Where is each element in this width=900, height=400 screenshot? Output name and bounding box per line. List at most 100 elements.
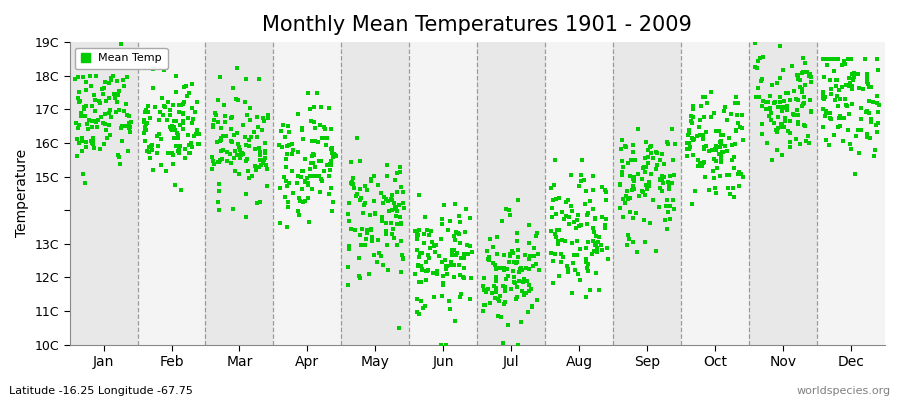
- Point: [727, 194, 742, 200]
- Point: [556, 254, 571, 260]
- Point: [693, 132, 707, 138]
- Point: [823, 77, 837, 83]
- Point: [595, 247, 609, 254]
- Point: [71, 99, 86, 106]
- Point: [583, 198, 598, 204]
- Point: [394, 220, 409, 226]
- Point: [504, 285, 518, 292]
- Point: [546, 197, 561, 203]
- Point: [291, 208, 305, 214]
- Point: [778, 90, 793, 96]
- Point: [222, 151, 237, 157]
- Point: [730, 100, 744, 106]
- Point: [510, 247, 525, 254]
- Point: [491, 313, 506, 320]
- Point: [447, 236, 462, 243]
- Point: [427, 243, 441, 250]
- Point: [286, 147, 301, 153]
- Point: [209, 112, 223, 118]
- Point: [767, 99, 781, 106]
- Point: [850, 133, 864, 139]
- Point: [178, 155, 193, 161]
- Point: [655, 173, 670, 179]
- Point: [159, 117, 174, 124]
- Point: [751, 58, 765, 64]
- Point: [324, 126, 338, 132]
- Point: [734, 171, 748, 177]
- Point: [220, 148, 234, 155]
- Point: [623, 172, 637, 179]
- Point: [138, 126, 152, 132]
- Point: [120, 112, 134, 118]
- Point: [256, 160, 270, 166]
- Point: [547, 156, 562, 163]
- Point: [383, 220, 398, 226]
- Point: [696, 94, 710, 100]
- Point: [615, 172, 629, 178]
- Point: [557, 216, 572, 222]
- Point: [803, 97, 817, 104]
- Point: [89, 119, 104, 125]
- Point: [731, 171, 745, 177]
- Point: [276, 174, 291, 180]
- Point: [415, 266, 429, 272]
- Point: [574, 178, 589, 184]
- Point: [824, 56, 839, 62]
- Point: [184, 144, 199, 150]
- Point: [530, 297, 544, 304]
- Point: [736, 137, 751, 143]
- Point: [435, 258, 449, 265]
- Point: [240, 156, 255, 162]
- Point: [176, 120, 190, 126]
- Point: [192, 130, 206, 137]
- Point: [713, 144, 727, 150]
- Point: [435, 293, 449, 299]
- Point: [552, 273, 566, 280]
- Point: [274, 144, 289, 150]
- Point: [206, 124, 220, 130]
- Point: [252, 145, 266, 151]
- Point: [521, 288, 535, 294]
- Point: [616, 196, 630, 202]
- Bar: [205, 42, 274, 344]
- Point: [140, 148, 154, 154]
- Point: [662, 182, 676, 188]
- Point: [480, 248, 494, 254]
- Point: [206, 117, 220, 123]
- Point: [555, 236, 570, 243]
- Point: [796, 122, 811, 128]
- Point: [795, 103, 809, 110]
- Point: [124, 119, 139, 125]
- Point: [169, 89, 184, 95]
- Point: [701, 187, 716, 194]
- Point: [464, 242, 478, 249]
- Point: [232, 170, 247, 177]
- Point: [151, 142, 166, 149]
- Point: [453, 294, 467, 300]
- Point: [79, 144, 94, 150]
- Point: [791, 72, 806, 78]
- Point: [681, 140, 696, 146]
- Point: [224, 126, 238, 132]
- Point: [571, 271, 585, 277]
- Point: [326, 199, 340, 206]
- Point: [615, 171, 629, 178]
- Point: [137, 129, 151, 136]
- Point: [615, 170, 629, 176]
- Point: [461, 251, 475, 257]
- Point: [707, 185, 722, 191]
- Text: Latitude -16.25 Longitude -67.75: Latitude -16.25 Longitude -67.75: [9, 386, 193, 396]
- Point: [74, 110, 88, 116]
- Point: [172, 146, 186, 152]
- Point: [783, 97, 797, 104]
- Point: [430, 268, 445, 274]
- Point: [582, 287, 597, 294]
- Point: [570, 217, 584, 223]
- Point: [380, 162, 394, 168]
- Point: [680, 132, 695, 138]
- Point: [842, 82, 856, 89]
- Point: [167, 127, 182, 133]
- Point: [356, 201, 371, 208]
- Point: [787, 112, 801, 118]
- Point: [567, 252, 581, 258]
